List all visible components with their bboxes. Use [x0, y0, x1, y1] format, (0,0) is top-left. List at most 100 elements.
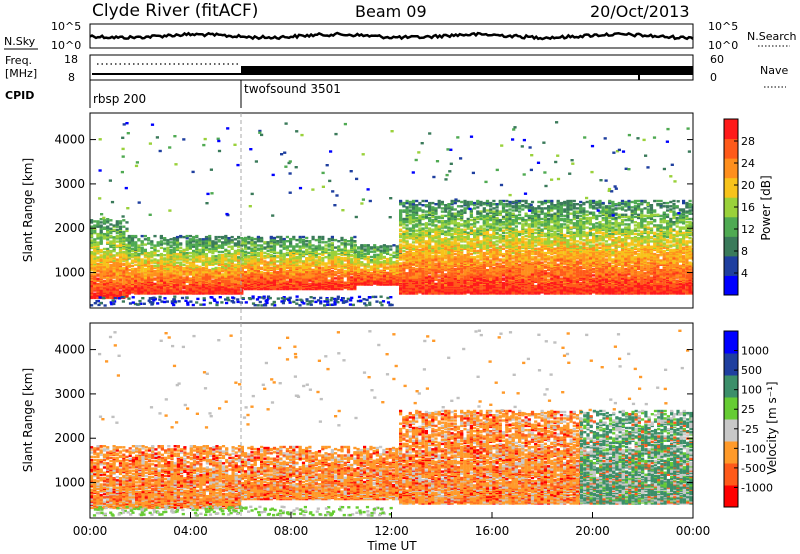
range-gate-cell — [314, 250, 318, 253]
range-gate-cell — [185, 240, 189, 243]
range-gate-cell — [143, 243, 147, 246]
range-gate-cell — [147, 288, 151, 291]
range-gate-cell — [463, 254, 467, 257]
range-gate-cell — [221, 273, 225, 276]
range-gate-cell — [134, 241, 138, 244]
range-gate-cell — [237, 259, 241, 262]
range-gate-cell — [192, 238, 196, 241]
range-gate-cell — [440, 216, 444, 220]
range-gate-cell — [182, 235, 186, 239]
range-gate-cell — [395, 245, 399, 248]
range-gate-cell — [373, 267, 377, 270]
range-gate-cell — [289, 252, 293, 256]
range-gate-cell — [327, 243, 331, 246]
range-gate-cell — [156, 264, 160, 268]
range-gate-cell — [118, 257, 123, 260]
range-gate-cell — [295, 266, 299, 269]
range-gate-cell — [463, 209, 467, 212]
range-gate-cell — [96, 282, 100, 286]
range-gate-cell — [334, 250, 338, 253]
range-gate-cell — [96, 259, 100, 262]
range-gate-cell — [405, 206, 409, 209]
range-gate-cell — [327, 270, 331, 274]
range-gate-cell — [102, 279, 107, 283]
range-gate-cell — [233, 249, 237, 253]
range-gate-cell — [125, 227, 129, 230]
range-gate-cell — [256, 278, 260, 281]
range-gate-cell — [415, 213, 419, 216]
range-gate-cell — [369, 278, 374, 281]
range-gate-cell — [440, 229, 444, 232]
range-gate-cell — [182, 252, 186, 256]
range-gate-cell — [453, 208, 457, 211]
range-gate-cell — [411, 199, 416, 203]
range-gate-cell — [221, 245, 225, 248]
range-gate-cell — [211, 247, 215, 250]
range-gate-cell — [263, 279, 267, 282]
range-gate-cell — [330, 237, 334, 241]
range-gate-cell — [418, 201, 422, 205]
range-gate-cell — [428, 234, 432, 238]
range-gate-cell — [250, 247, 254, 250]
range-gate-cell — [386, 271, 390, 275]
range-gate-cell — [346, 240, 351, 243]
range-gate-cell — [93, 230, 97, 234]
range-gate-cell — [115, 281, 119, 285]
range-gate-cell — [434, 282, 438, 286]
range-gate-cell — [166, 239, 170, 242]
range-gate-cell — [224, 262, 228, 265]
range-gate-cell — [214, 235, 218, 239]
range-gate-cell — [137, 238, 141, 241]
range-gate-cell — [440, 260, 444, 263]
range-gate-cell — [408, 262, 412, 265]
range-gate-cell — [122, 219, 126, 222]
range-gate-cell — [466, 241, 470, 244]
range-gate-cell — [450, 248, 454, 252]
range-gate-cell — [424, 233, 428, 237]
range-gate-cell — [415, 281, 419, 285]
range-gate-cell — [214, 272, 218, 275]
range-gate-cell — [263, 268, 267, 272]
range-gate-cell — [240, 249, 244, 252]
range-gate-cell — [301, 235, 306, 239]
range-gate-cell — [192, 252, 196, 256]
range-gate-cell — [466, 234, 470, 238]
range-gate-cell — [192, 288, 196, 291]
range-gate-cell — [93, 268, 97, 271]
range-gate-cell — [195, 242, 199, 245]
range-gate-cell — [431, 261, 435, 264]
range-gate-cell — [143, 276, 147, 279]
range-gate-cell — [137, 283, 141, 287]
range-gate-cell — [192, 274, 196, 277]
freq-label-line1: Freq. — [5, 54, 32, 67]
range-gate-cell — [431, 224, 435, 227]
range-gate-cell — [140, 246, 144, 249]
range-gate-cell — [411, 234, 416, 238]
range-gate-cell — [289, 266, 293, 269]
range-gate-cell — [350, 258, 354, 261]
range-gate-cell — [382, 244, 386, 247]
range-gate-cell — [109, 270, 113, 273]
range-gate-cell — [179, 249, 183, 253]
range-gate-cell — [431, 249, 435, 253]
range-gate-cell — [301, 238, 306, 242]
range-gate-cell — [444, 225, 448, 228]
range-gate-cell — [340, 251, 344, 255]
range-gate-cell — [112, 228, 116, 232]
range-gate-cell — [460, 264, 464, 268]
range-gate-cell — [150, 264, 154, 268]
range-gate-cell — [314, 259, 318, 262]
range-gate-cell — [282, 252, 286, 256]
range-gate-cell — [96, 265, 100, 269]
range-gate-cell — [308, 243, 312, 246]
range-gate-cell — [346, 254, 351, 258]
range-gate-cell — [230, 239, 234, 242]
range-gate-cell — [392, 261, 396, 264]
range-gate-cell — [421, 199, 425, 203]
range-gate-cell — [112, 293, 116, 296]
range-gate-cell — [99, 230, 103, 234]
range-gate-cell — [211, 284, 215, 288]
range-gate-cell — [408, 243, 412, 246]
power-scatter — [90, 121, 693, 307]
range-gate-cell — [204, 289, 209, 292]
